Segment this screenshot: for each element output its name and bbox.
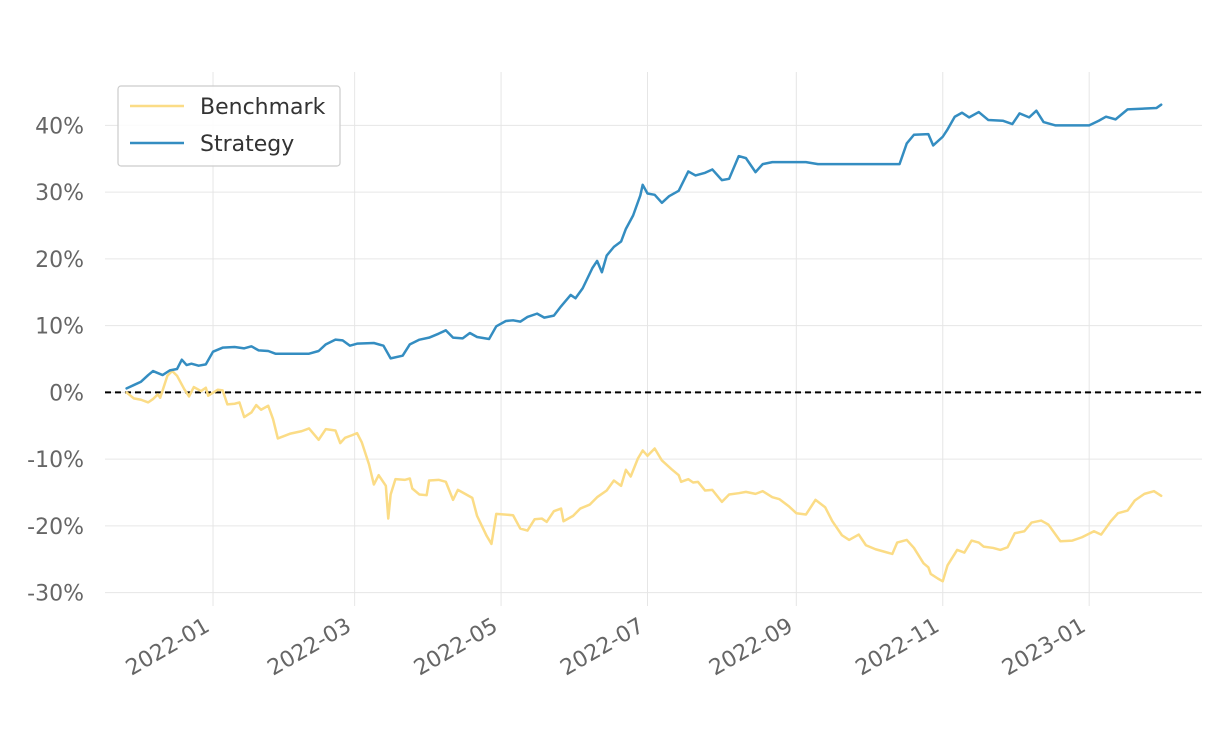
y-tick-label: -20% [27, 515, 84, 540]
series-line-benchmark [125, 369, 1163, 583]
y-tick-label: 0% [49, 381, 84, 406]
y-tick-label: 30% [35, 181, 84, 206]
y-tick-label: -10% [27, 448, 84, 473]
y-tick-label: 40% [35, 114, 84, 139]
series-group [125, 103, 1163, 583]
y-tick-label: 20% [35, 248, 84, 273]
y-axis-ticks: 40% 30% 20% 10% 0% -10% -20% -30% [27, 114, 84, 606]
legend-label-benchmark: Benchmark [200, 95, 326, 120]
legend-label-strategy: Strategy [200, 132, 294, 157]
y-tick-label: -30% [27, 582, 84, 607]
y-tick-label: 10% [35, 315, 84, 340]
series-line-strategy [125, 103, 1163, 390]
legend: Benchmark Strategy [117, 85, 341, 167]
